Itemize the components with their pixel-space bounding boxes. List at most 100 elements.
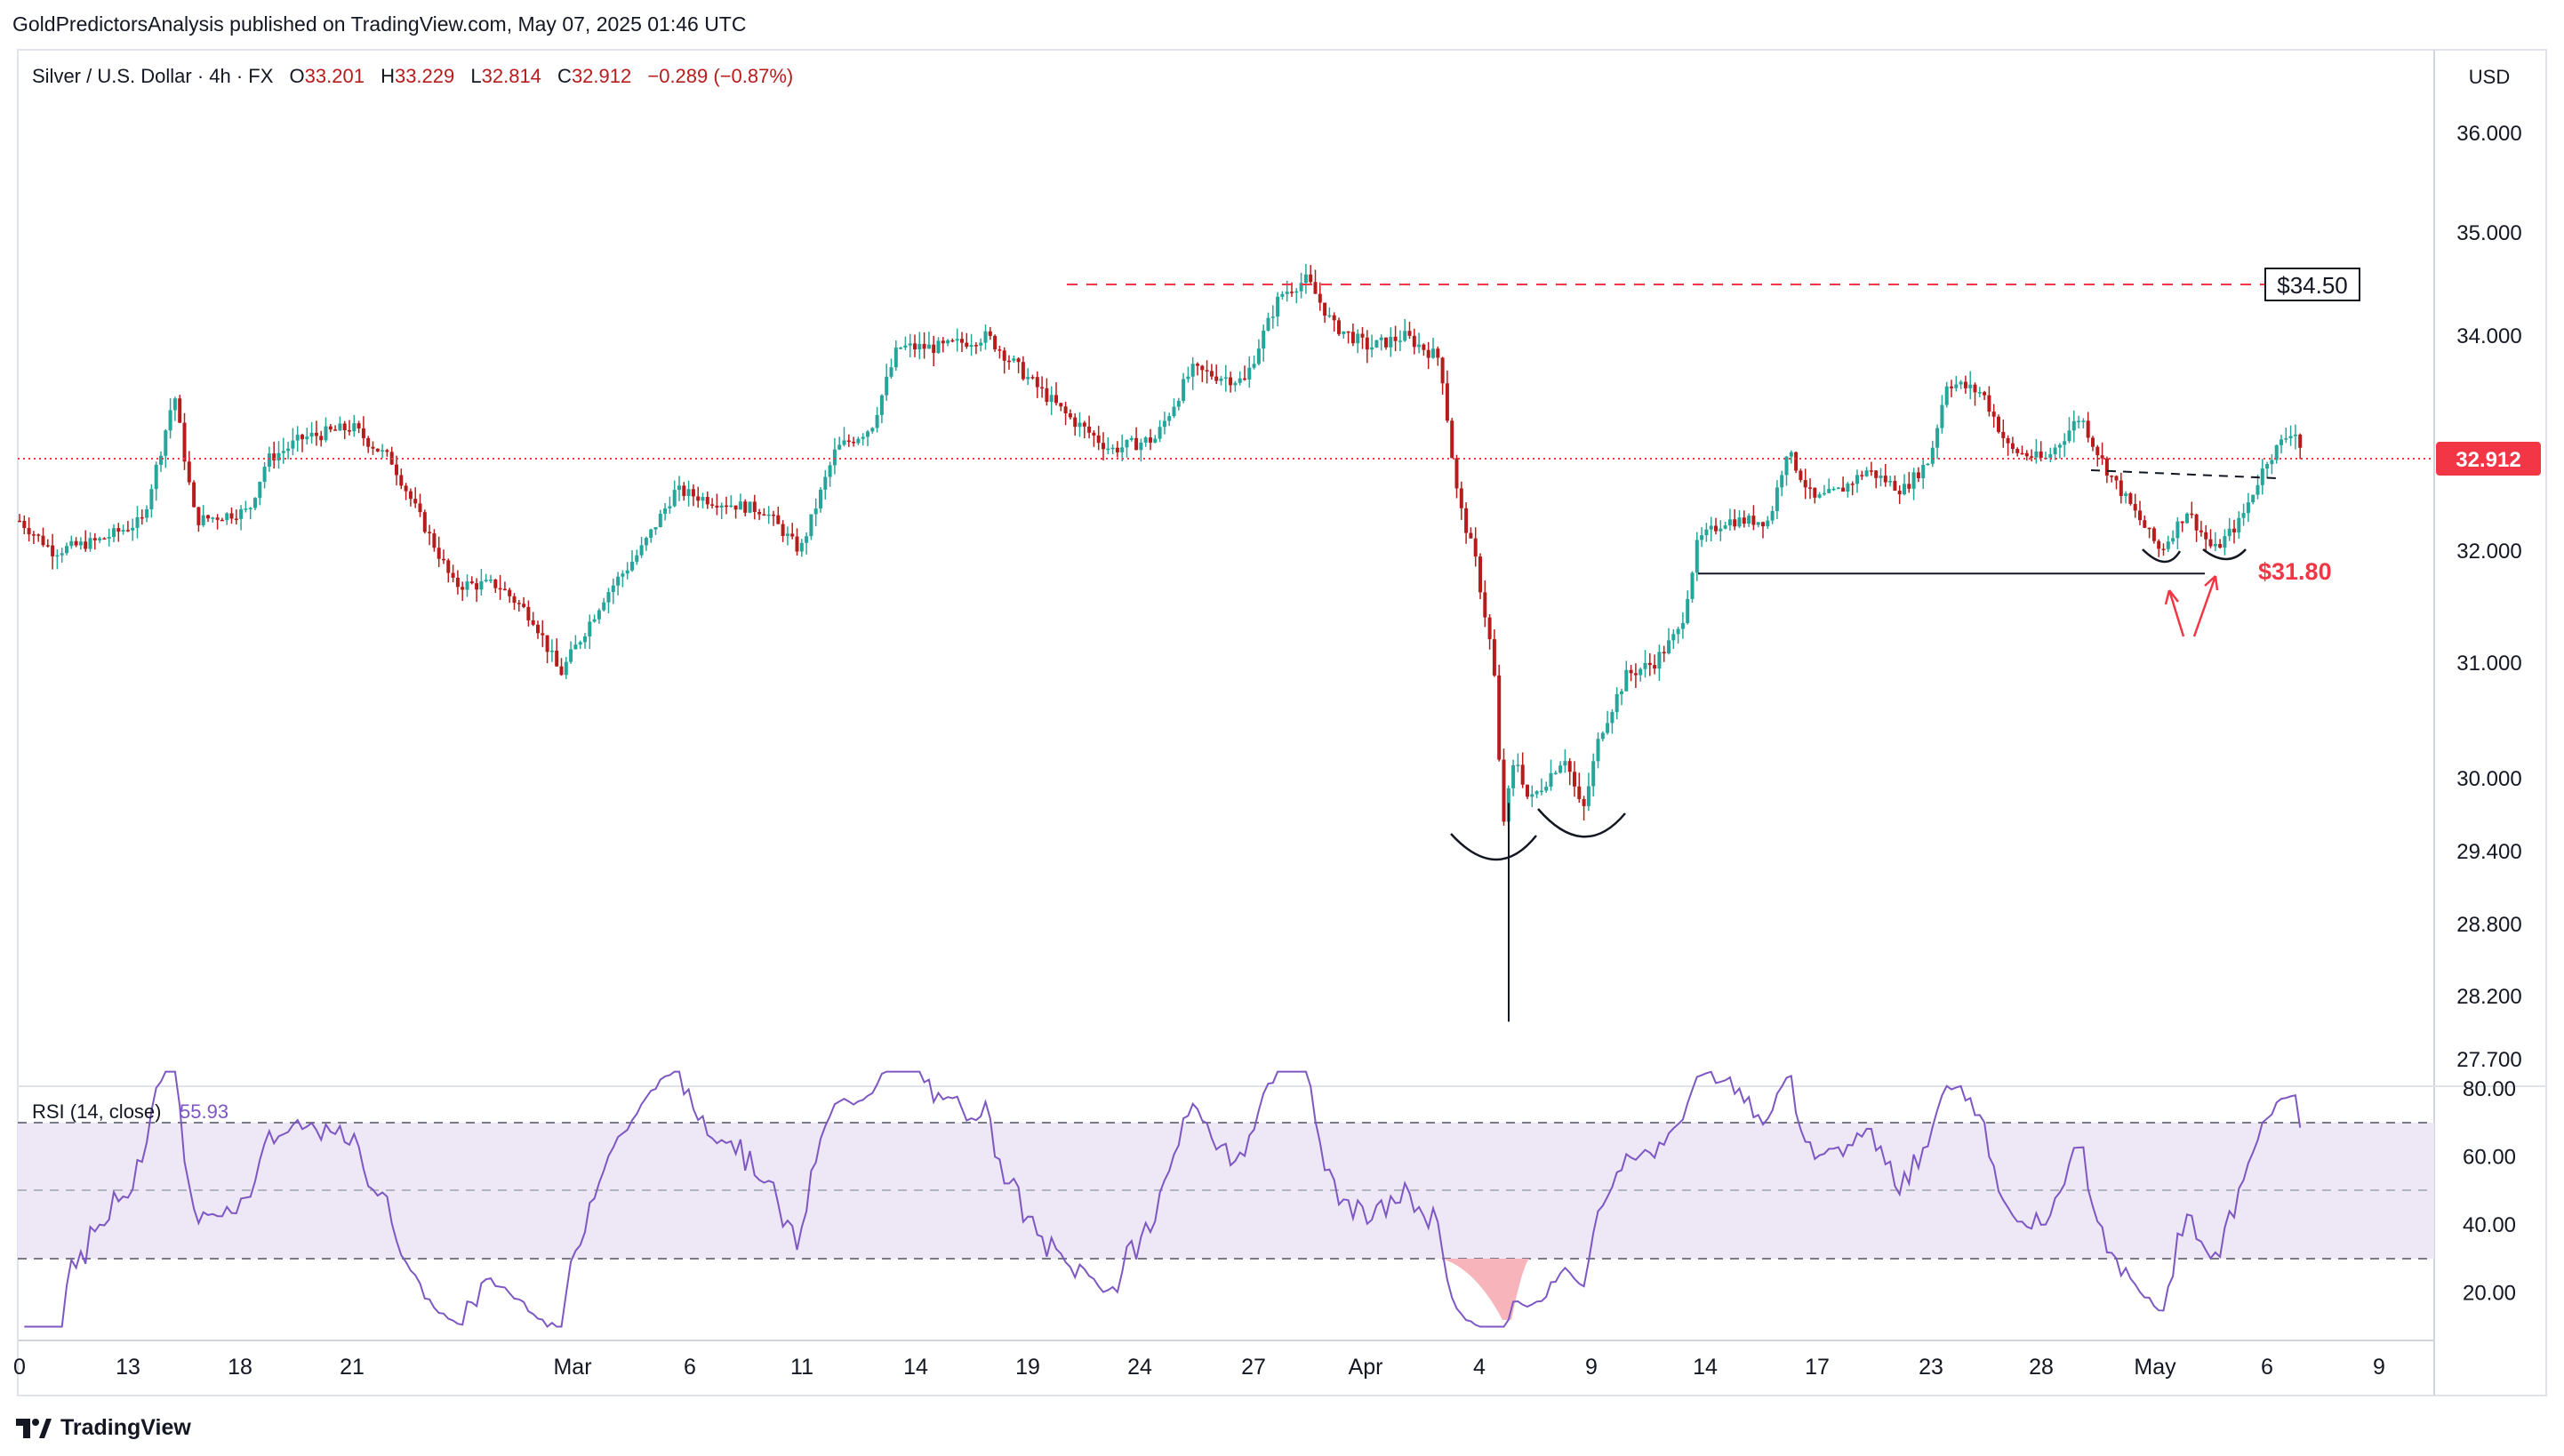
candle-body: [531, 620, 535, 625]
candle-body: [1196, 364, 1199, 366]
candle-body: [549, 651, 554, 652]
candle-body: [733, 505, 738, 510]
low-value: 32.814: [482, 65, 541, 87]
candle-body: [1983, 392, 1987, 396]
candle-body: [1252, 364, 1256, 368]
candle-body: [1520, 764, 1525, 785]
candle-body: [611, 585, 615, 593]
candle-body: [1469, 532, 1473, 539]
candle-body: [658, 513, 662, 528]
candle-body: [1243, 378, 1246, 380]
candle-body: [2071, 420, 2076, 431]
candle-body: [1473, 538, 1478, 557]
candle-body: [375, 448, 380, 452]
candle-body: [1686, 598, 1690, 623]
candle-body: [1959, 381, 1963, 385]
candle-body: [569, 649, 573, 662]
price-tick: 32.000: [2456, 540, 2521, 564]
price-axis: 36.00035.00034.00033.00032.00031.00030.0…: [2456, 122, 2521, 1072]
candle-body: [1727, 519, 1732, 526]
candle-body: [41, 535, 45, 546]
candle-body: [762, 514, 766, 516]
candle-body: [819, 489, 822, 509]
candle-body: [1049, 395, 1054, 403]
rsi-axis: 80.00 60.00 40.00 20.00: [2463, 1077, 2516, 1306]
candle-body: [1125, 439, 1129, 448]
candle-body: [1045, 388, 1049, 403]
candle-body: [1162, 420, 1166, 428]
candle-body: [1813, 487, 1817, 498]
candle-body: [2194, 514, 2199, 531]
candle-body: [1577, 786, 1582, 799]
candle-body: [1747, 516, 1751, 524]
candle-body: [630, 561, 634, 571]
candle-body: [145, 508, 149, 518]
candle-body: [187, 461, 191, 483]
candle-body: [69, 540, 74, 547]
candle-body: [1063, 406, 1068, 414]
candle-body: [2280, 439, 2283, 445]
candle-body: [508, 589, 512, 596]
candle-body: [1256, 348, 1261, 364]
candle-body: [1158, 427, 1162, 439]
candle-body: [1573, 772, 1576, 787]
candle-body: [983, 331, 988, 343]
candle-body: [1874, 470, 1879, 478]
candle-body: [766, 514, 771, 516]
candle-body: [385, 450, 389, 452]
candle-body: [1012, 358, 1016, 361]
candle-body: [112, 528, 116, 538]
candle-body: [27, 528, 31, 535]
candle-body: [616, 576, 621, 586]
candle-body: [489, 579, 493, 581]
candle-body: [2128, 493, 2133, 504]
tradingview-brand[interactable]: TradingView: [16, 1415, 191, 1441]
candle-body: [2237, 517, 2241, 532]
candle-body: [1350, 332, 1355, 344]
candle-body: [1606, 723, 1610, 733]
candle-body: [1487, 617, 1492, 640]
candle-body: [1903, 484, 1906, 495]
candle-body: [182, 422, 187, 462]
candle-body: [1110, 447, 1115, 450]
neckline: [2090, 469, 2277, 479]
candle-body: [36, 534, 41, 536]
candle-body: [1667, 640, 1671, 654]
candle-body: [1671, 634, 1676, 641]
candle-body: [1360, 333, 1365, 338]
candle-body: [2063, 441, 2067, 445]
candles[interactable]: [18, 263, 2303, 1022]
candle-body: [2143, 520, 2147, 528]
candle-body: [1591, 761, 1596, 787]
candle-body: [1040, 387, 1045, 389]
candle-body: [1549, 772, 1553, 787]
candle-body: [2039, 451, 2043, 458]
candle-body: [578, 642, 582, 645]
candle-body: [60, 553, 64, 556]
candle-body: [65, 546, 68, 554]
candle-body: [244, 508, 248, 510]
candle-body: [74, 540, 78, 546]
candle-body: [1172, 406, 1176, 417]
candle-body: [1229, 377, 1233, 386]
candle-body: [2223, 536, 2227, 548]
candle-body: [2227, 528, 2231, 537]
low-label: L: [470, 65, 481, 87]
candle-body: [522, 604, 526, 607]
brand-name: TradingView: [60, 1415, 191, 1440]
price-tick: 34.000: [2456, 324, 2521, 348]
candle-body: [1129, 437, 1134, 440]
candle-body: [1021, 362, 1025, 380]
time-tick: 17: [1805, 1355, 1830, 1380]
candle-body: [1233, 382, 1238, 386]
currency-label: USD: [2469, 66, 2510, 88]
candle-body: [677, 485, 681, 491]
candle-body: [1219, 378, 1223, 381]
candle-body: [428, 532, 432, 534]
candle-body: [1134, 437, 1139, 451]
candle-body: [2114, 476, 2119, 481]
close-label: C: [557, 65, 572, 87]
candle-body: [107, 537, 111, 539]
candle-body: [211, 517, 215, 519]
